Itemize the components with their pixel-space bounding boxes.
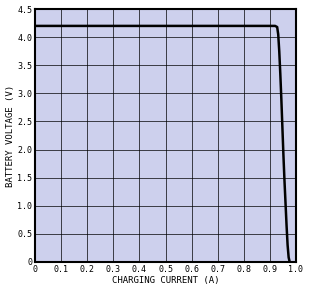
X-axis label: CHARGING CURRENT (A): CHARGING CURRENT (A) (112, 276, 219, 285)
Y-axis label: BATTERY VOLTAGE (V): BATTERY VOLTAGE (V) (6, 84, 15, 187)
